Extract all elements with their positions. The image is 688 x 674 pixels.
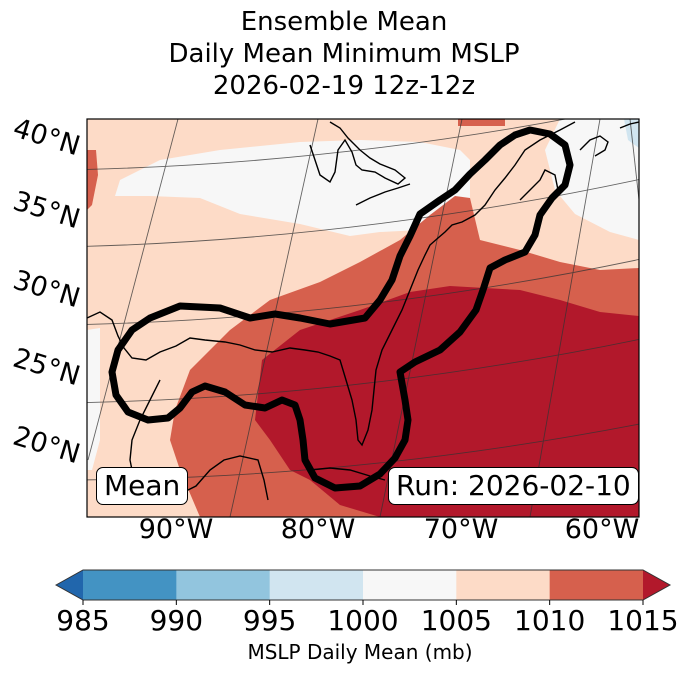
map-frame bbox=[86, 118, 640, 518]
lon-tick-label-90w: 90°W bbox=[138, 514, 214, 545]
chart-title-line-1: Ensemble Mean bbox=[240, 7, 448, 37]
colorbar-extend-low bbox=[56, 570, 83, 600]
parallel-gridline bbox=[87, 179, 639, 247]
colorbar-segment bbox=[176, 570, 271, 600]
meridian-gridline bbox=[229, 119, 319, 517]
mean-label-box: Mean bbox=[96, 467, 189, 505]
colorbar-tick-label: 990 bbox=[149, 604, 204, 637]
chart-title-line-2: Daily Mean Minimum MSLP bbox=[168, 39, 520, 69]
colorbar-segment bbox=[83, 570, 177, 600]
colorbar bbox=[54, 569, 672, 605]
contour-outline bbox=[108, 126, 574, 492]
fill-1010-1015-edge bbox=[87, 150, 98, 210]
fill-1000-1005-west bbox=[87, 328, 100, 470]
lon-tick-label-60w: 60°W bbox=[564, 514, 640, 545]
meridian-gridline bbox=[529, 119, 601, 517]
colorbar-extend-high bbox=[643, 570, 670, 600]
gridlines bbox=[87, 119, 639, 517]
colorbar-tick-label: 995 bbox=[242, 604, 297, 637]
run-date-box: Run: 2026-02-10 bbox=[388, 467, 639, 505]
colorbar-segment bbox=[269, 570, 364, 600]
colorbar-segment bbox=[549, 570, 644, 600]
parallel-gridline bbox=[87, 338, 639, 403]
fill-above-1015 bbox=[255, 286, 639, 517]
colorbar-tick-label: 1015 bbox=[607, 604, 679, 637]
colorbar-tick-label: 1005 bbox=[420, 604, 492, 637]
lon-tick-label-70w: 70°W bbox=[423, 514, 499, 545]
colorbar-segment bbox=[363, 570, 457, 600]
colorbar-tick-label: 1010 bbox=[514, 604, 586, 637]
colorbar-tick-label: 985 bbox=[56, 604, 110, 637]
colorbar-segment bbox=[456, 570, 551, 600]
colorbar-label: MSLP Daily Mean (mb) bbox=[247, 640, 473, 664]
meridian-gridline bbox=[379, 119, 463, 517]
lon-tick-label-80w: 80°W bbox=[280, 514, 356, 545]
meridian-gridline bbox=[629, 119, 639, 201]
meridian-gridline bbox=[87, 119, 179, 461]
chart-title-line-3: 2026-02-19 12z-12z bbox=[212, 71, 476, 101]
colorbar-tick-label: 1000 bbox=[327, 604, 399, 637]
fill-1010-1015-top bbox=[458, 119, 505, 126]
